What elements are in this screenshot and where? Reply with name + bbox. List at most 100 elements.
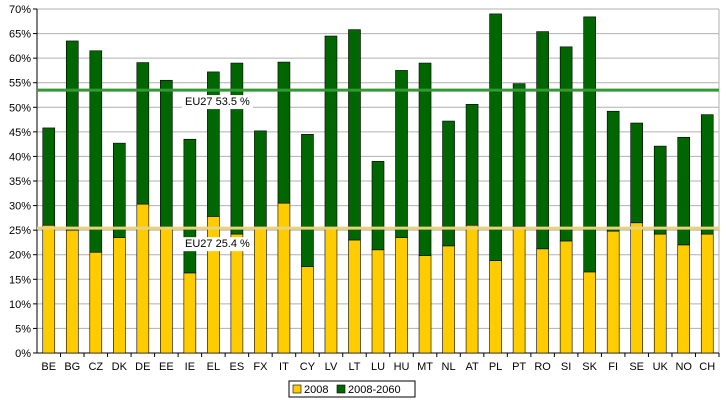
- x-tick-label-no: NO: [675, 361, 692, 373]
- bar-2008-2060-ch: [700, 114, 714, 235]
- y-tick-label: 50%: [9, 102, 31, 114]
- x-tick-label-bg: BG: [64, 361, 80, 373]
- bar-2008-ch: [700, 233, 714, 354]
- bar-2008-sk: [583, 271, 596, 354]
- x-tick-label-ee: EE: [159, 361, 174, 373]
- reference-label-background: [182, 95, 254, 110]
- bars: [42, 13, 714, 354]
- bar-2008-2060-cz: [89, 50, 103, 253]
- bar-2008-at: [465, 224, 479, 354]
- y-tick-label: 0%: [15, 348, 31, 360]
- y-tick-label: 35%: [9, 176, 31, 188]
- legend-label-2008: 2008: [304, 384, 328, 396]
- y-tick-label: 45%: [9, 127, 31, 139]
- bar-2008-2060-at: [465, 104, 479, 226]
- bar-2008-es: [230, 233, 244, 354]
- x-tick-label-si: SI: [561, 361, 571, 373]
- bar-2008-el: [207, 216, 220, 354]
- bar-2008-2060-fx: [254, 130, 267, 228]
- y-tick-label: 65%: [9, 29, 31, 41]
- bar-2008-cy: [301, 266, 314, 354]
- bar-2008-2060-fi: [606, 110, 620, 232]
- bar-2008-mt: [418, 255, 432, 354]
- x-tick-label-de: DE: [135, 361, 150, 373]
- bar-2008-2060-dk: [113, 142, 126, 238]
- x-tick-label-uk: UK: [653, 361, 669, 373]
- bar-2008-2060-it: [277, 61, 291, 204]
- x-tick-label-lu: LU: [371, 361, 385, 373]
- x-tick-label-hu: HU: [394, 361, 410, 373]
- bar-2008-2060-bg: [65, 40, 79, 231]
- bar-2008-2060-lu: [371, 161, 385, 251]
- bar-2008-2060-sk: [583, 16, 596, 273]
- y-tick-label: 60%: [9, 53, 31, 65]
- bar-2008-2060-el: [207, 71, 220, 217]
- reference-lines: EU27 53.5 % EU27 25.4 %: [37, 88, 719, 252]
- bar-2008-2060-ro: [536, 31, 549, 250]
- bar-2008-si: [559, 240, 573, 354]
- x-tick-label-at: AT: [465, 361, 479, 373]
- bar-2008-dk: [113, 237, 126, 354]
- x-tick-label-fi: FI: [608, 361, 618, 373]
- x-tick-label-fx: FX: [253, 361, 268, 373]
- x-tick-label-it: IT: [279, 361, 289, 373]
- bar-2008-2060-de: [136, 62, 150, 205]
- bar-2008-ee: [160, 228, 173, 354]
- bar-2008-pl: [489, 260, 502, 354]
- y-tick-label: 20%: [9, 250, 31, 262]
- bar-2008-2060-nl: [442, 120, 455, 247]
- x-tick-label-nl: NL: [442, 361, 456, 373]
- y-tick-label: 25%: [9, 225, 31, 237]
- reference-label-2: EU27 25.4 %: [185, 238, 250, 250]
- bar-2008-ro: [536, 248, 549, 354]
- bar-2008-pt: [512, 225, 526, 354]
- legend-swatch-2008-2060: [336, 384, 346, 394]
- bar-2008-se: [630, 222, 643, 354]
- x-tick-label-cz: CZ: [88, 361, 103, 373]
- x-tick-label-se: SE: [629, 361, 644, 373]
- bar-2008-2060-si: [559, 46, 573, 242]
- bar-2008-no: [677, 244, 691, 354]
- reference-label-1: EU27 53.5 %: [185, 96, 250, 108]
- bar-2008-hu: [395, 237, 408, 354]
- x-tick-label-dk: DK: [112, 361, 128, 373]
- y-tick-label: 70%: [9, 4, 31, 16]
- bar-2008-lt: [348, 239, 361, 354]
- reference-label-background: [182, 237, 254, 252]
- bar-2008-2060-lt: [348, 29, 361, 241]
- y-tick-label: 30%: [9, 201, 31, 213]
- y-tick-label: 10%: [9, 299, 31, 311]
- x-tick-label-cy: CY: [300, 361, 316, 373]
- x-tick-label-pl: PL: [489, 361, 502, 373]
- bar-2008-2060-lv: [324, 35, 338, 230]
- x-tick-label-lv: LV: [325, 361, 338, 373]
- x-tick-label-mt: MT: [417, 361, 433, 373]
- bar-2008-2060-ie: [183, 138, 197, 274]
- x-tick-label-el: EL: [207, 361, 220, 373]
- x-tick-label-be: BE: [41, 361, 56, 373]
- legend-label-2008-2060: 2008-2060: [348, 384, 401, 396]
- bar-2008-2060-hu: [395, 70, 408, 238]
- x-tick-label-pt: PT: [512, 361, 526, 373]
- bar-2008-2060-pl: [489, 13, 502, 261]
- x-tick-label-lt: LT: [348, 361, 360, 373]
- legend: 2008 2008-2060: [288, 380, 416, 398]
- bar-2008-it: [277, 202, 291, 354]
- bar-2008-uk: [653, 233, 667, 354]
- x-tick-label-ch: CH: [699, 361, 715, 373]
- x-tick-label-ro: RO: [534, 361, 551, 373]
- y-tick-label: 5%: [15, 323, 31, 335]
- bar-2008-ie: [183, 272, 197, 354]
- x-tick-label-sk: SK: [582, 361, 597, 373]
- bar-2008-be: [42, 224, 56, 354]
- bar-2008-2060-pt: [512, 83, 526, 227]
- bar-2008-fi: [606, 230, 620, 354]
- bar-2008-bg: [65, 229, 79, 354]
- bar-2008-de: [136, 203, 150, 354]
- bar-2008-2060-be: [42, 127, 56, 226]
- bar-2008-cz: [89, 251, 103, 354]
- bar-2008-2060-mt: [418, 62, 432, 256]
- bar-2008-2060-no: [677, 136, 691, 246]
- bar-2008-fx: [254, 227, 267, 354]
